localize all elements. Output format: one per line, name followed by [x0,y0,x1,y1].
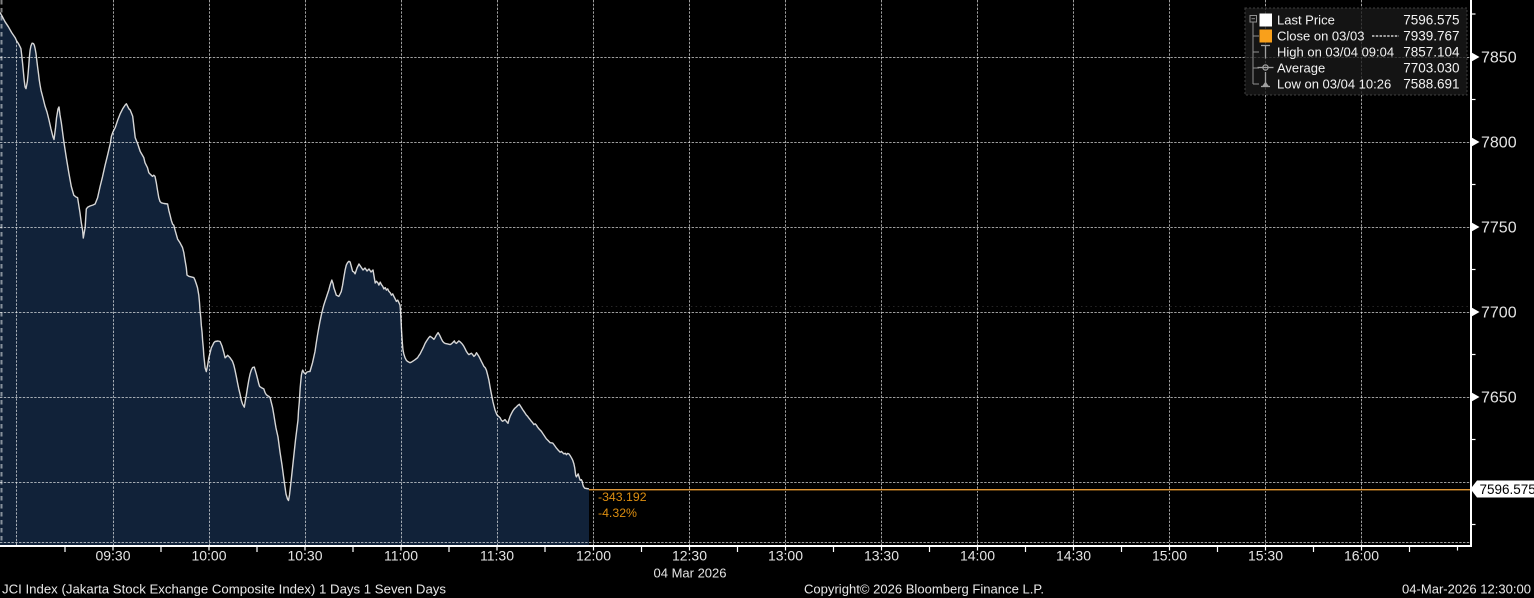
svg-text:JCI Index (Jakarta Stock Excha: JCI Index (Jakarta Stock Exchange Compos… [2,582,447,597]
svg-text:7700: 7700 [1481,305,1517,322]
svg-text:14:00: 14:00 [960,548,995,564]
svg-text:13:30: 13:30 [864,548,899,564]
svg-text:11:00: 11:00 [384,548,418,564]
svg-text:-343.192: -343.192 [598,490,647,504]
svg-text:10:30: 10:30 [287,548,322,564]
svg-text:10:00: 10:00 [191,548,226,564]
svg-text:7939.767: 7939.767 [1403,29,1459,44]
svg-text:09:30: 09:30 [95,548,130,564]
svg-text:Low on 03/04 10:26: Low on 03/04 10:26 [1277,77,1391,92]
svg-text:7596.575: 7596.575 [1480,482,1534,497]
svg-text:16:00: 16:00 [1344,548,1379,564]
svg-text:13:00: 13:00 [768,548,803,564]
svg-text:Average: Average [1277,61,1325,76]
svg-text:15:30: 15:30 [1248,548,1283,564]
svg-text:7650: 7650 [1481,390,1517,407]
svg-text:7800: 7800 [1481,135,1517,152]
svg-text:-4.32%: -4.32% [598,506,637,520]
svg-text:7703.030: 7703.030 [1403,61,1459,76]
svg-text:7850: 7850 [1481,50,1517,67]
svg-text:Copyright© 2026 Bloomberg Fina: Copyright© 2026 Bloomberg Finance L.P. [804,582,1044,597]
svg-text:11:30: 11:30 [480,548,514,564]
svg-text:7857.104: 7857.104 [1403,45,1460,60]
svg-text:7750: 7750 [1481,220,1517,237]
svg-text:Close on 03/03: Close on 03/03 [1277,29,1364,44]
svg-text:7596.575: 7596.575 [1403,13,1459,28]
svg-text:High on 03/04 09:04: High on 03/04 09:04 [1277,45,1394,60]
svg-text:04 Mar 2026: 04 Mar 2026 [654,566,727,581]
svg-text:7588.691: 7588.691 [1403,77,1459,92]
svg-text:04-Mar-2026 12:30:00: 04-Mar-2026 12:30:00 [1402,582,1531,597]
svg-text:12:30: 12:30 [672,548,707,564]
svg-text:Last Price: Last Price [1277,13,1335,28]
svg-text:12:00: 12:00 [576,548,611,564]
svg-text:14:30: 14:30 [1056,548,1091,564]
svg-text:15:00: 15:00 [1152,548,1187,564]
